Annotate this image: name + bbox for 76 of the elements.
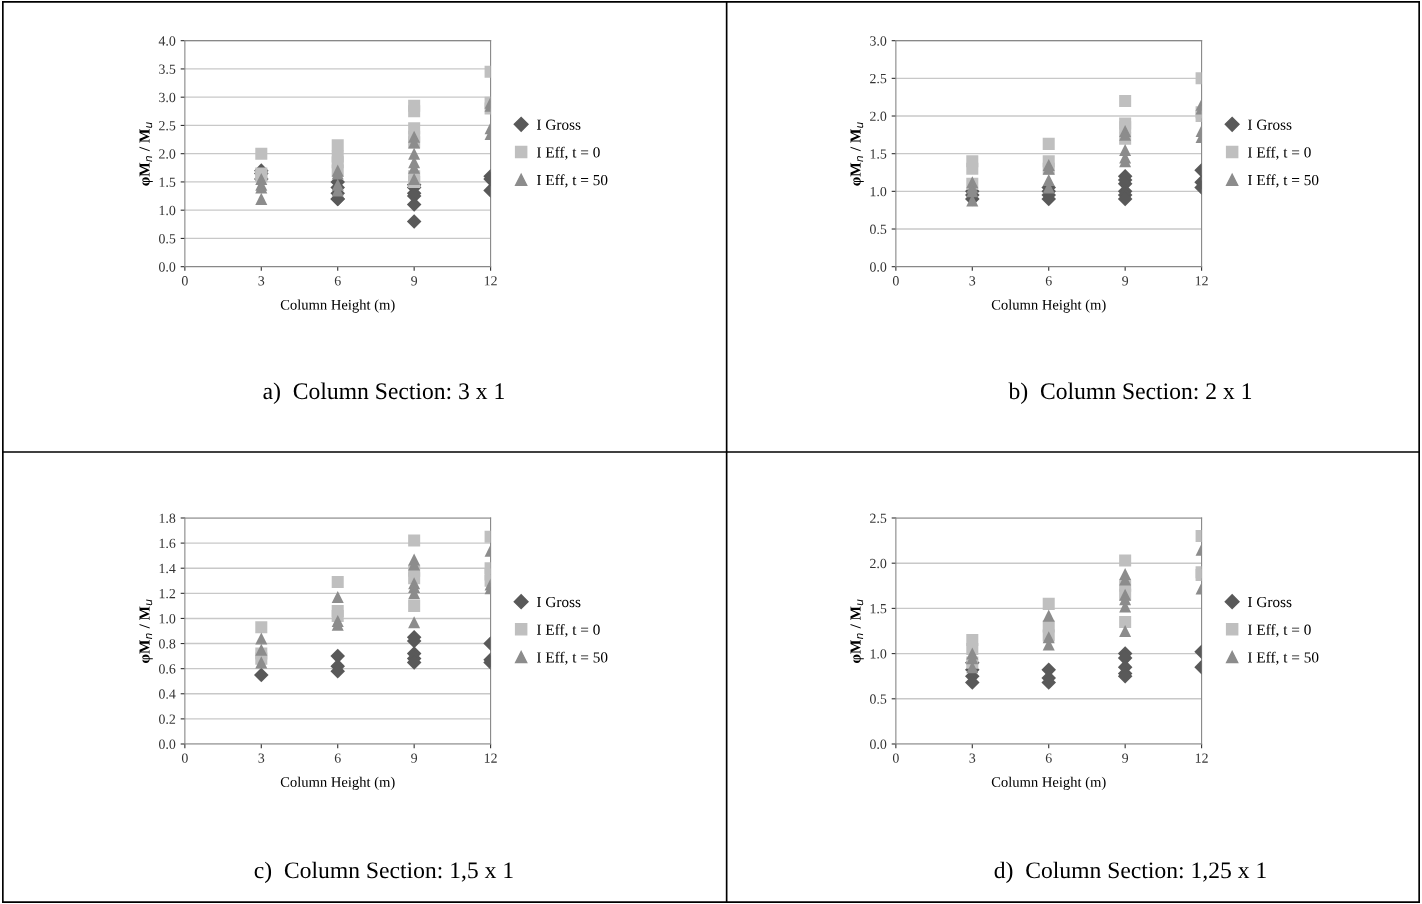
y-tick-label: 1.8 bbox=[159, 513, 176, 524]
y-tick-label: 0.0 bbox=[870, 739, 887, 750]
text: b) Column Section: 2 x 1 bbox=[1008, 382, 1252, 404]
y-tick-label: 1.5 bbox=[159, 177, 176, 187]
legend-label: I Eff, t = 50 bbox=[1247, 174, 1319, 188]
x-tick-label: 9 bbox=[411, 753, 418, 763]
x-tick-label: 9 bbox=[1122, 753, 1129, 763]
text: d) Column Section: 1,25 x 1 bbox=[994, 861, 1266, 884]
x-tick-label: 3 bbox=[258, 753, 265, 763]
x-tick-label: 6 bbox=[1045, 753, 1052, 763]
y-axis-title: φM$_{n}$ / M$_{u}$ bbox=[139, 122, 153, 186]
y-tick-label: 0.6 bbox=[159, 664, 176, 674]
y-tick-label: 2.0 bbox=[870, 111, 887, 122]
x-tick-label: 12 bbox=[1195, 276, 1208, 286]
x-tick-label: 0 bbox=[181, 276, 188, 286]
x-tick-label: 6 bbox=[334, 753, 341, 763]
legend-label: I Eff, t = 0 bbox=[536, 146, 600, 160]
x-tick-label: 12 bbox=[1195, 753, 1208, 763]
x-axis-title: Column Height (m) bbox=[280, 299, 395, 313]
legend-label: I Gross bbox=[1247, 596, 1292, 608]
y-tick-label: 2.5 bbox=[870, 513, 887, 524]
y-axis-title: φM$_{n}$ / M$_{u}$ bbox=[139, 599, 153, 663]
x-axis-title: Column Height (m) bbox=[280, 776, 395, 790]
legend-label: I Eff, t = 0 bbox=[536, 623, 600, 638]
y-tick-label: 0.4 bbox=[159, 689, 176, 699]
y-tick-label: 1.6 bbox=[159, 538, 176, 549]
y-tick-label: 0.5 bbox=[870, 694, 887, 704]
x-axis-title: Column Height (m) bbox=[991, 299, 1106, 313]
y-tick-label: 2.5 bbox=[159, 121, 176, 131]
y-tick-label: 4.0 bbox=[158, 36, 176, 46]
x-tick-label: 9 bbox=[411, 276, 418, 286]
y-tick-label: 0.8 bbox=[159, 639, 176, 649]
y-tick-label: 2.0 bbox=[159, 149, 176, 159]
legend-label: I Eff, t = 50 bbox=[536, 174, 608, 188]
legend-label: I Gross bbox=[536, 596, 581, 608]
y-tick-label: 1.0 bbox=[870, 649, 887, 659]
x-tick-label: 3 bbox=[969, 753, 976, 763]
x-tick-label: 3 bbox=[258, 276, 265, 286]
legend-label: I Eff, t = 50 bbox=[536, 651, 608, 665]
y-tick-label: 3.5 bbox=[159, 64, 176, 74]
x-tick-label: 0 bbox=[892, 276, 899, 286]
y-tick-label: 0.5 bbox=[159, 234, 176, 244]
legend-label: I Eff, t = 50 bbox=[1247, 651, 1319, 665]
y-tick-label: 1.5 bbox=[870, 604, 887, 614]
y-tick-label: 2.0 bbox=[870, 558, 887, 569]
y-tick-label: 1.0 bbox=[870, 186, 887, 197]
x-tick-label: 12 bbox=[484, 276, 497, 286]
y-tick-label: 0.0 bbox=[159, 262, 176, 272]
legend-label: I Gross bbox=[536, 119, 581, 130]
legend-label: I Eff, t = 0 bbox=[1247, 623, 1311, 638]
x-tick-label: 9 bbox=[1122, 276, 1129, 286]
y-tick-label: 1.0 bbox=[159, 205, 176, 216]
x-tick-label: 3 bbox=[969, 276, 976, 286]
legend-label: I Eff, t = 0 bbox=[1247, 146, 1311, 160]
y-tick-label: 3.0 bbox=[159, 92, 176, 103]
y-tick-label: 1.2 bbox=[159, 588, 176, 599]
text: a) Column Section: 3 x 1 bbox=[263, 382, 504, 404]
text: c) Column Section: 1,5 x 1 bbox=[254, 861, 513, 884]
y-tick-label: 1.4 bbox=[159, 563, 176, 574]
y-axis-title: φM$_{n}$ / M$_{u}$ bbox=[850, 122, 864, 186]
x-tick-label: 6 bbox=[334, 276, 341, 286]
legend-label: I Gross bbox=[1247, 119, 1292, 130]
y-tick-label: 3.0 bbox=[870, 36, 887, 46]
y-tick-label: 1.0 bbox=[159, 614, 176, 624]
y-tick-label: 0.2 bbox=[159, 714, 176, 724]
x-tick-label: 0 bbox=[892, 753, 899, 763]
y-tick-label: 2.5 bbox=[870, 73, 887, 84]
y-tick-label: 0.0 bbox=[159, 739, 176, 750]
x-tick-label: 12 bbox=[484, 753, 497, 763]
x-tick-label: 0 bbox=[181, 753, 188, 763]
x-tick-label: 6 bbox=[1045, 276, 1052, 286]
x-axis-title: Column Height (m) bbox=[991, 776, 1106, 790]
y-axis-title: φM$_{n}$ / M$_{u}$ bbox=[850, 599, 864, 663]
y-tick-label: 0.5 bbox=[870, 224, 887, 235]
y-tick-label: 1.5 bbox=[870, 149, 887, 159]
y-tick-label: 0.0 bbox=[870, 262, 887, 272]
